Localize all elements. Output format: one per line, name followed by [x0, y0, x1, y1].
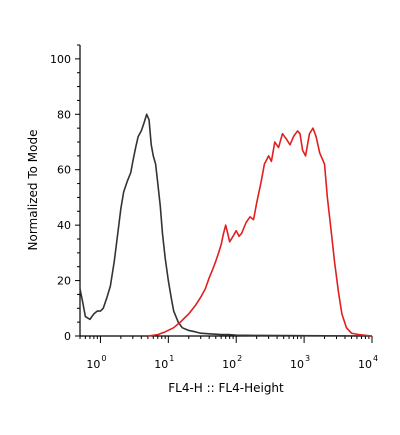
x-tick-label: 101 [154, 354, 174, 371]
x-tick-label: 103 [290, 354, 310, 371]
y-tick-label: 40 [57, 219, 71, 232]
x-tick-label: 104 [358, 354, 378, 371]
y-tick-label: 80 [57, 108, 71, 121]
y-tick-label: 100 [50, 53, 71, 66]
histogram-series-2 [147, 127, 373, 337]
y-tick-label: 60 [57, 164, 71, 177]
histogram-series-1 [79, 113, 373, 337]
x-axis-title: FL4-H :: FL4-Height [168, 381, 284, 395]
x-tick-label: 102 [222, 354, 242, 371]
y-ticks: 0 20 40 60 80 100 [50, 44, 80, 343]
series-layer [79, 113, 373, 337]
y-tick-label: 20 [57, 275, 71, 288]
y-axis-title: Normalized To Mode [26, 129, 40, 250]
y-tick-label: 0 [64, 330, 71, 343]
x-ticks: 100 101 102 103 104 [79, 336, 378, 371]
x-tick-label: 100 [86, 354, 106, 371]
plot-area: 0 20 40 60 80 100 100 101 102 103 104 [50, 44, 378, 371]
